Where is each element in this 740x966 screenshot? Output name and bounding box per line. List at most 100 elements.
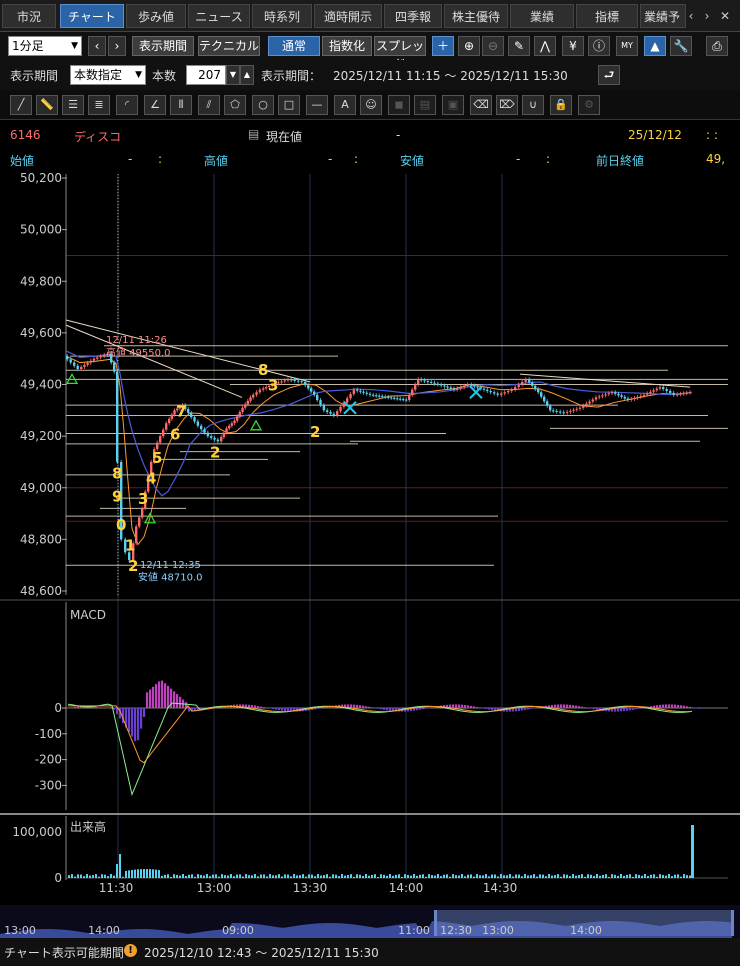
print-icon[interactable]: ⎙	[706, 36, 728, 56]
candle	[356, 389, 359, 391]
candle	[378, 395, 381, 397]
macd-histogram-bar	[413, 708, 416, 711]
tab-ticks[interactable]: 歩み値	[126, 4, 186, 28]
eraser-icon[interactable]: ⌫	[470, 95, 492, 115]
macd-histogram-bar	[188, 708, 191, 712]
pitchfork-icon[interactable]: ⫽	[198, 95, 220, 115]
lock-icon[interactable]: 🔒	[550, 95, 572, 115]
volume-bar	[497, 876, 499, 878]
candle	[405, 399, 408, 401]
macd-histogram-bar	[551, 704, 554, 708]
candle	[449, 387, 452, 389]
wrench-icon[interactable]: 🔧	[670, 36, 692, 56]
candle	[623, 396, 626, 399]
pen-icon[interactable]: ✎	[508, 36, 530, 56]
tab-yutai[interactable]: 株主優待	[444, 4, 508, 28]
tab-earnings[interactable]: 業績	[510, 4, 574, 28]
tab-timeseries[interactable]: 時系列	[252, 4, 312, 28]
my-icon[interactable]: MY	[616, 36, 638, 56]
technical-button[interactable]: テクニカル	[198, 36, 260, 56]
volume-bar	[686, 875, 688, 878]
candle	[265, 387, 268, 389]
yen-icon[interactable]: ¥	[562, 36, 584, 56]
macd-histogram-bar	[137, 708, 140, 741]
copy-icon[interactable]: ▤	[414, 95, 436, 115]
macd-histogram-bar	[476, 707, 479, 708]
channel-icon[interactable]: ≣	[88, 95, 110, 115]
candle	[476, 386, 479, 388]
tab-forecast[interactable]: 業績予	[640, 4, 686, 28]
ruler-icon[interactable]: 📏	[36, 95, 58, 115]
warning-icon: !	[124, 944, 137, 957]
rectangle-icon[interactable]: □	[278, 95, 300, 115]
candle	[286, 379, 290, 381]
settings-icon[interactable]: ⚙	[578, 95, 600, 115]
macd-histogram-bar	[170, 688, 173, 708]
paste-icon[interactable]: ▣	[442, 95, 464, 115]
chart-pattern-icon[interactable]: ⋀	[534, 36, 556, 56]
volume-bar	[107, 876, 109, 878]
volume-bar	[662, 875, 664, 878]
volume-bar	[218, 876, 220, 878]
circle-icon[interactable]: ○	[252, 95, 274, 115]
count-input[interactable]: 207	[186, 65, 226, 85]
volume-bar	[407, 874, 409, 878]
prev-button[interactable]: ‹	[88, 36, 106, 56]
trendline-icon[interactable]: ╱	[10, 95, 32, 115]
zoom-in-icon[interactable]: ⊕	[458, 36, 480, 56]
angle-icon[interactable]: ∠	[144, 95, 166, 115]
volume-bar	[311, 874, 313, 878]
tab-market[interactable]: 市況	[2, 4, 56, 28]
emoji-icon[interactable]: ☺	[360, 95, 382, 115]
tab-indicators[interactable]: 指標	[576, 4, 638, 28]
spread-button[interactable]: スプレッド	[374, 36, 426, 71]
navigator-label: 11:00	[398, 924, 430, 937]
hline-icon[interactable]: —	[306, 95, 328, 115]
fan-icon[interactable]: ◜	[116, 95, 138, 115]
tab-scroll-left-icon[interactable]: ‹	[688, 9, 694, 23]
candle	[537, 389, 540, 393]
tab-shikiho[interactable]: 四季報	[384, 4, 442, 28]
close-icon[interactable]: ✕	[719, 9, 731, 23]
candle	[162, 429, 165, 437]
chart-area-icon[interactable]: ▲	[644, 36, 666, 56]
count-down-icon[interactable]: ▼	[226, 65, 240, 85]
zoom-out-icon[interactable]: ⊖	[482, 36, 504, 56]
macd-histogram-bar	[329, 706, 332, 708]
tab-scroll-right-icon[interactable]: ›	[704, 9, 710, 23]
period-mode-select[interactable]: 本数指定 ▼	[70, 65, 146, 85]
pentagon-icon[interactable]: ⬠	[224, 95, 246, 115]
volume-bar	[440, 876, 442, 878]
tab-disclosure[interactable]: 適時開示	[314, 4, 382, 28]
hlines-icon[interactable]: ☰	[62, 95, 84, 115]
volume-bar	[509, 874, 511, 878]
volume-bar	[197, 874, 199, 878]
period-button[interactable]: 表示期間	[132, 36, 194, 56]
tab-news[interactable]: ニュース	[188, 4, 250, 28]
interval-select[interactable]: 1分足 ▼	[8, 36, 82, 56]
normal-button[interactable]: 通常	[268, 36, 320, 56]
plus-icon[interactable]: ＋	[432, 36, 454, 56]
volume-bar	[581, 874, 583, 878]
index-button[interactable]: 指数化	[322, 36, 372, 56]
macd-histogram-bar	[491, 708, 494, 711]
chart-area[interactable]: 50,200 50,000 49,800 49,600 49,400 49,200 49,0…	[0, 170, 740, 938]
vlines-icon[interactable]: ⦀	[170, 95, 192, 115]
magnet-icon[interactable]: ∪	[522, 95, 544, 115]
candle	[203, 429, 206, 433]
tab-chart[interactable]: チャート	[60, 4, 124, 28]
info-icon[interactable]: ⓘ	[588, 36, 610, 56]
next-button[interactable]: ›	[108, 36, 126, 56]
volume-bar	[422, 874, 424, 878]
signal-line	[68, 705, 693, 764]
volume-bar	[623, 875, 625, 878]
reset-icon[interactable]: ⮐	[598, 65, 620, 85]
count-label: 3	[138, 490, 148, 508]
macd-histogram-bar	[452, 704, 455, 708]
candle	[173, 410, 176, 415]
macd-histogram-bar	[368, 706, 371, 708]
count-up-icon[interactable]: ▲	[240, 65, 254, 85]
text-icon[interactable]: A	[334, 95, 356, 115]
erase-all-icon[interactable]: ⌦	[496, 95, 518, 115]
group-icon[interactable]: ◼	[388, 95, 410, 115]
